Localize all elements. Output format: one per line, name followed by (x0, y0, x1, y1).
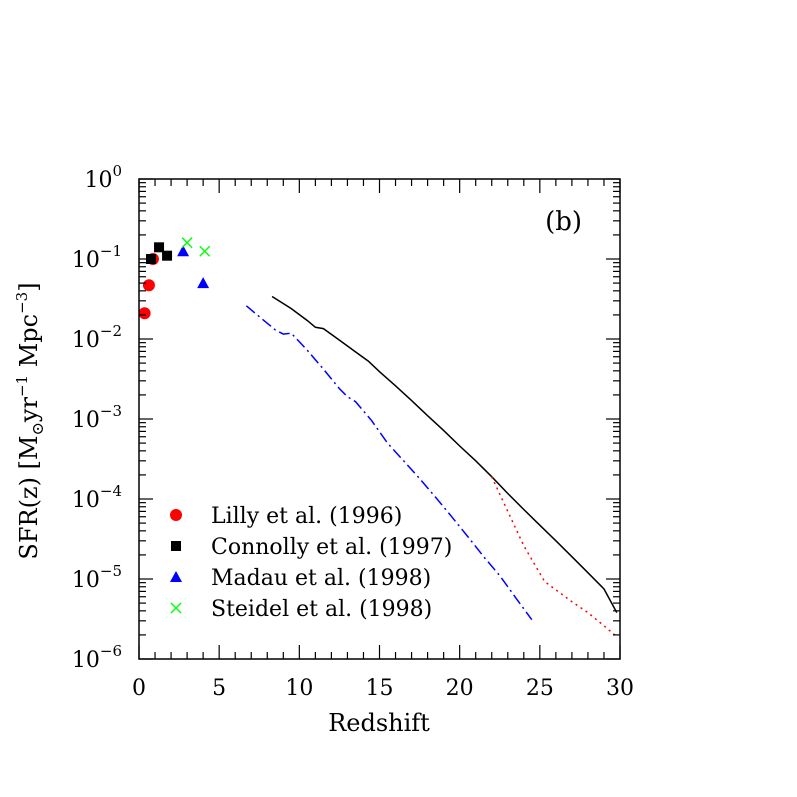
y-tick-base: 10 (84, 168, 112, 193)
data-point-triangle (177, 245, 190, 257)
y-tick-exponent: −1 (100, 242, 122, 260)
series-layer (138, 237, 618, 638)
y-tick-base: 10 (72, 328, 100, 353)
data-point-triangle (197, 277, 210, 289)
x-tick-label: 0 (132, 676, 146, 701)
legend-label: Madau et al. (1998) (211, 566, 431, 591)
x-tick-label: 20 (446, 676, 474, 701)
legend-marker-triangle (170, 571, 182, 582)
legend-marker-circle (170, 509, 182, 521)
legend-marker-cross-stroke (170, 602, 182, 614)
x-tick-label: 5 (212, 676, 226, 701)
legend-label: Lilly et al. (1996) (211, 504, 402, 529)
model-curve-dashdot (245, 305, 533, 621)
x-tick-label: 15 (366, 676, 394, 701)
data-point-cross (181, 237, 193, 249)
panel-label: (b) (545, 207, 582, 237)
y-tick-label: 10−6 (72, 642, 122, 673)
y-tick-label: 10−2 (72, 322, 122, 353)
legend-label: Connolly et al. (1997) (211, 535, 452, 560)
y-tick-label: 100 (84, 162, 122, 193)
data-point-cross-stroke (181, 237, 193, 249)
y-axis-label: SFR(z) [M⊙yr−1 Mpc−3] (13, 282, 47, 559)
legend-marker-square (171, 541, 181, 551)
x-tick-label: 25 (526, 676, 554, 701)
y-tick-exponent: −4 (100, 482, 122, 500)
y-tick-label: 10−3 (72, 402, 122, 433)
y-tick-base: 10 (72, 568, 100, 593)
y-tick-label: 10−4 (72, 482, 122, 513)
model-curve-solid (271, 295, 618, 613)
plot-frame (138, 178, 621, 660)
legend: Lilly et al. (1996) Connolly et al. (1997… (170, 504, 452, 622)
x-tick-label: 30 (606, 676, 634, 701)
x-axis-label: Redshift (328, 709, 430, 737)
y-tick-base: 10 (72, 408, 100, 433)
y-tick-exponent: −3 (100, 402, 122, 420)
y-tick-base: 10 (72, 248, 100, 273)
legend-label: Steidel et al. (1998) (211, 597, 432, 622)
x-tick-label: 10 (285, 676, 313, 701)
y-tick-exponent: −5 (100, 562, 122, 580)
data-point-square (162, 250, 173, 261)
y-tick-label: 10−5 (72, 562, 122, 593)
x-tick-labels: 0 5 10 15 20 25 30 (132, 676, 634, 701)
y-tick-exponent: −6 (100, 642, 122, 660)
data-point-cross-stroke (199, 245, 211, 257)
y-tick-base: 10 (72, 648, 100, 673)
y-tick-exponent: 0 (112, 162, 122, 180)
y-tick-label: 10−1 (72, 242, 122, 273)
data-point-circle (142, 279, 155, 292)
legend-marker-cross (170, 602, 182, 614)
y-tick-base: 10 (72, 488, 100, 513)
data-point-cross (199, 245, 211, 257)
data-point-square (154, 242, 165, 253)
model-curve-dotted (491, 476, 618, 638)
y-tick-exponent: −2 (100, 322, 122, 340)
data-point-circle (138, 307, 151, 320)
